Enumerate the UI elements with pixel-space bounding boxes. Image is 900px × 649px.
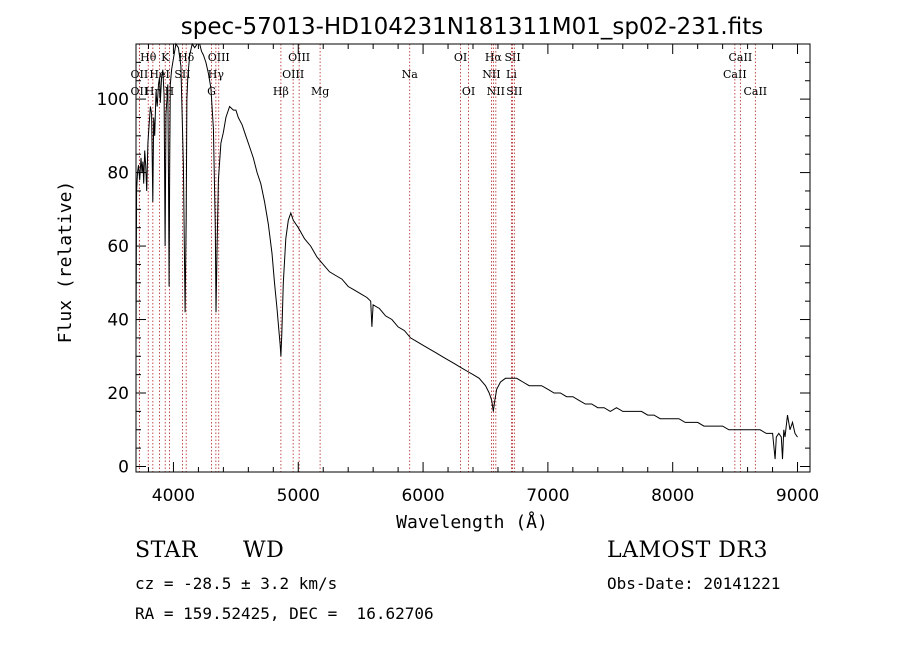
- y-tick-label: 80: [107, 164, 129, 184]
- line-marker-label: SII: [174, 68, 190, 81]
- line-marker-label: CaII: [729, 51, 753, 64]
- chart-title: spec-57013-HD104231N181311M01_sp02-231.f…: [181, 14, 763, 40]
- line-marker-label: Hη: [145, 85, 161, 98]
- line-marker-label: OI: [462, 85, 475, 98]
- x-tick-label: 8000: [651, 486, 694, 506]
- spectrum-series: [135, 42, 798, 460]
- survey-name: LAMOST DR3: [607, 538, 768, 563]
- y-tick-label: 0: [118, 457, 129, 477]
- x-tick-label: 9000: [776, 486, 819, 506]
- line-marker-label: Hβ: [273, 85, 289, 98]
- y-tick-label: 100: [97, 90, 129, 110]
- line-marker-label: H: [165, 85, 175, 98]
- line-marker-label: Mg: [311, 85, 329, 98]
- coordinates-readout: RA = 159.52425, DEC = 16.62706: [135, 604, 434, 623]
- line-marker-label: Hγ: [208, 68, 225, 81]
- line-marker-label: CaII: [723, 68, 747, 81]
- line-marker-label: NII: [482, 68, 500, 81]
- line-marker-label: OIII: [288, 51, 310, 64]
- x-tick-label: 6000: [401, 486, 444, 506]
- line-marker-label: OII: [131, 68, 149, 81]
- redshift-readout: cz = -28.5 ± 3.2 km/s: [135, 574, 338, 593]
- x-axis-label: Wavelength (Å): [396, 511, 548, 533]
- line-marker-label: Na: [402, 68, 419, 81]
- line-marker-label: Hα: [485, 51, 503, 64]
- line-marker-label: CaII: [743, 85, 767, 98]
- x-tick-label: 7000: [526, 486, 569, 506]
- line-marker-label: OIII: [208, 51, 230, 64]
- line-marker-label: SII: [504, 51, 520, 64]
- observation-date: Obs-Date: 20141221: [607, 574, 781, 593]
- line-marker-label: HeI: [149, 68, 169, 81]
- line-marker-label: K: [161, 51, 170, 64]
- x-tick-label: 4000: [152, 486, 195, 506]
- object-class: STAR: [135, 538, 198, 563]
- y-axis: 0 20 40 60 80 100: [97, 43, 810, 477]
- line-marker-label: OI: [454, 51, 467, 64]
- x-tick-label: 5000: [277, 486, 320, 506]
- y-tick-label: 60: [107, 237, 129, 257]
- y-tick-label: 40: [107, 311, 129, 331]
- line-marker-label: OIII: [282, 68, 304, 81]
- spectrum-line-0: [135, 42, 798, 460]
- object-subclass: WD: [243, 538, 285, 563]
- y-tick-label: 20: [107, 384, 129, 404]
- x-axis: 4000 5000 6000 7000 8000 9000: [147, 44, 819, 506]
- y-axis-label: Flux (relative): [55, 181, 76, 344]
- line-marker-label: SII: [506, 85, 522, 98]
- line-marker-label: NII: [487, 85, 505, 98]
- line-marker-label: OII: [131, 85, 149, 98]
- line-marker-label: Hδ: [178, 51, 195, 64]
- line-marker-label: Hθ: [140, 51, 157, 64]
- plot-frame: [135, 43, 811, 473]
- line-marker-label: Li: [506, 68, 517, 81]
